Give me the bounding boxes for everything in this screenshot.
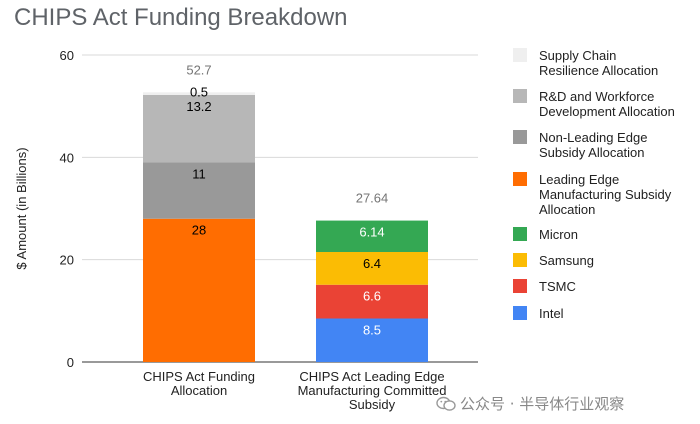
- data-label: 6.14: [359, 225, 384, 240]
- legend-label: R&D and Workforce: [539, 89, 654, 104]
- data-label: 6.6: [363, 289, 381, 304]
- bar-segment: [143, 94, 255, 163]
- bar-segment: [316, 220, 428, 252]
- bar-segment: [316, 284, 428, 319]
- y-tick-label: 0: [67, 355, 74, 370]
- legend-label: Micron: [539, 227, 578, 242]
- watermark: 公众号 · 半导体行业观察: [436, 393, 624, 414]
- legend-label: Samsung: [539, 253, 594, 268]
- total-label: 52.7: [186, 62, 211, 77]
- legend-label: Leading Edge: [539, 172, 619, 187]
- bar-segment: [143, 218, 255, 362]
- data-label: 28: [192, 223, 206, 238]
- chart-title: CHIPS Act Funding Breakdown: [14, 4, 348, 31]
- y-axis-label: $ Amount (in Billions): [14, 147, 29, 269]
- wechat-icon: [436, 396, 456, 411]
- legend-swatch: [513, 130, 527, 144]
- watermark-text: 公众号 · 半导体行业观察: [460, 395, 625, 413]
- legend-swatch: [513, 172, 527, 186]
- x-tick-label: Subsidy: [349, 397, 396, 412]
- bar-segment: [316, 318, 428, 362]
- legend-swatch: [513, 306, 527, 320]
- x-tick-label: Allocation: [171, 383, 227, 398]
- legend-swatch: [513, 253, 527, 267]
- y-tick-label: 40: [60, 150, 74, 165]
- legend-label: Development Allocation: [539, 104, 675, 119]
- legend-label: Subsidy Allocation: [539, 145, 645, 160]
- legend-swatch: [513, 89, 527, 103]
- legend-label: Resilience Allocation: [539, 63, 658, 78]
- y-tick-label: 60: [60, 48, 74, 63]
- legend-label: Manufacturing Subsidy: [539, 187, 672, 202]
- bar-segment: [316, 251, 428, 285]
- data-label: 0.5: [190, 84, 208, 99]
- legend-swatch: [513, 279, 527, 293]
- data-label: 8.5: [363, 323, 381, 338]
- x-tick-label: CHIPS Act Leading Edge: [299, 369, 444, 384]
- legend-label: Non-Leading Edge: [539, 130, 647, 145]
- data-label: 13.2: [186, 99, 211, 114]
- legend-swatch: [513, 227, 527, 241]
- bar-segment: [143, 162, 255, 219]
- legend-swatch: [513, 48, 527, 62]
- legend-label: Intel: [539, 306, 564, 321]
- legend-label: Allocation: [539, 202, 595, 217]
- data-label: 11: [192, 166, 206, 181]
- legend-label: Supply Chain: [539, 48, 616, 63]
- data-label: 6.4: [363, 256, 381, 271]
- bar-segment: [143, 92, 255, 95]
- total-label: 27.64: [356, 191, 389, 206]
- legend-label: TSMC: [539, 279, 576, 294]
- y-tick-label: 20: [60, 253, 74, 268]
- x-tick-label: Manufacturing Committed: [298, 383, 447, 398]
- x-tick-label: CHIPS Act Funding: [143, 369, 255, 384]
